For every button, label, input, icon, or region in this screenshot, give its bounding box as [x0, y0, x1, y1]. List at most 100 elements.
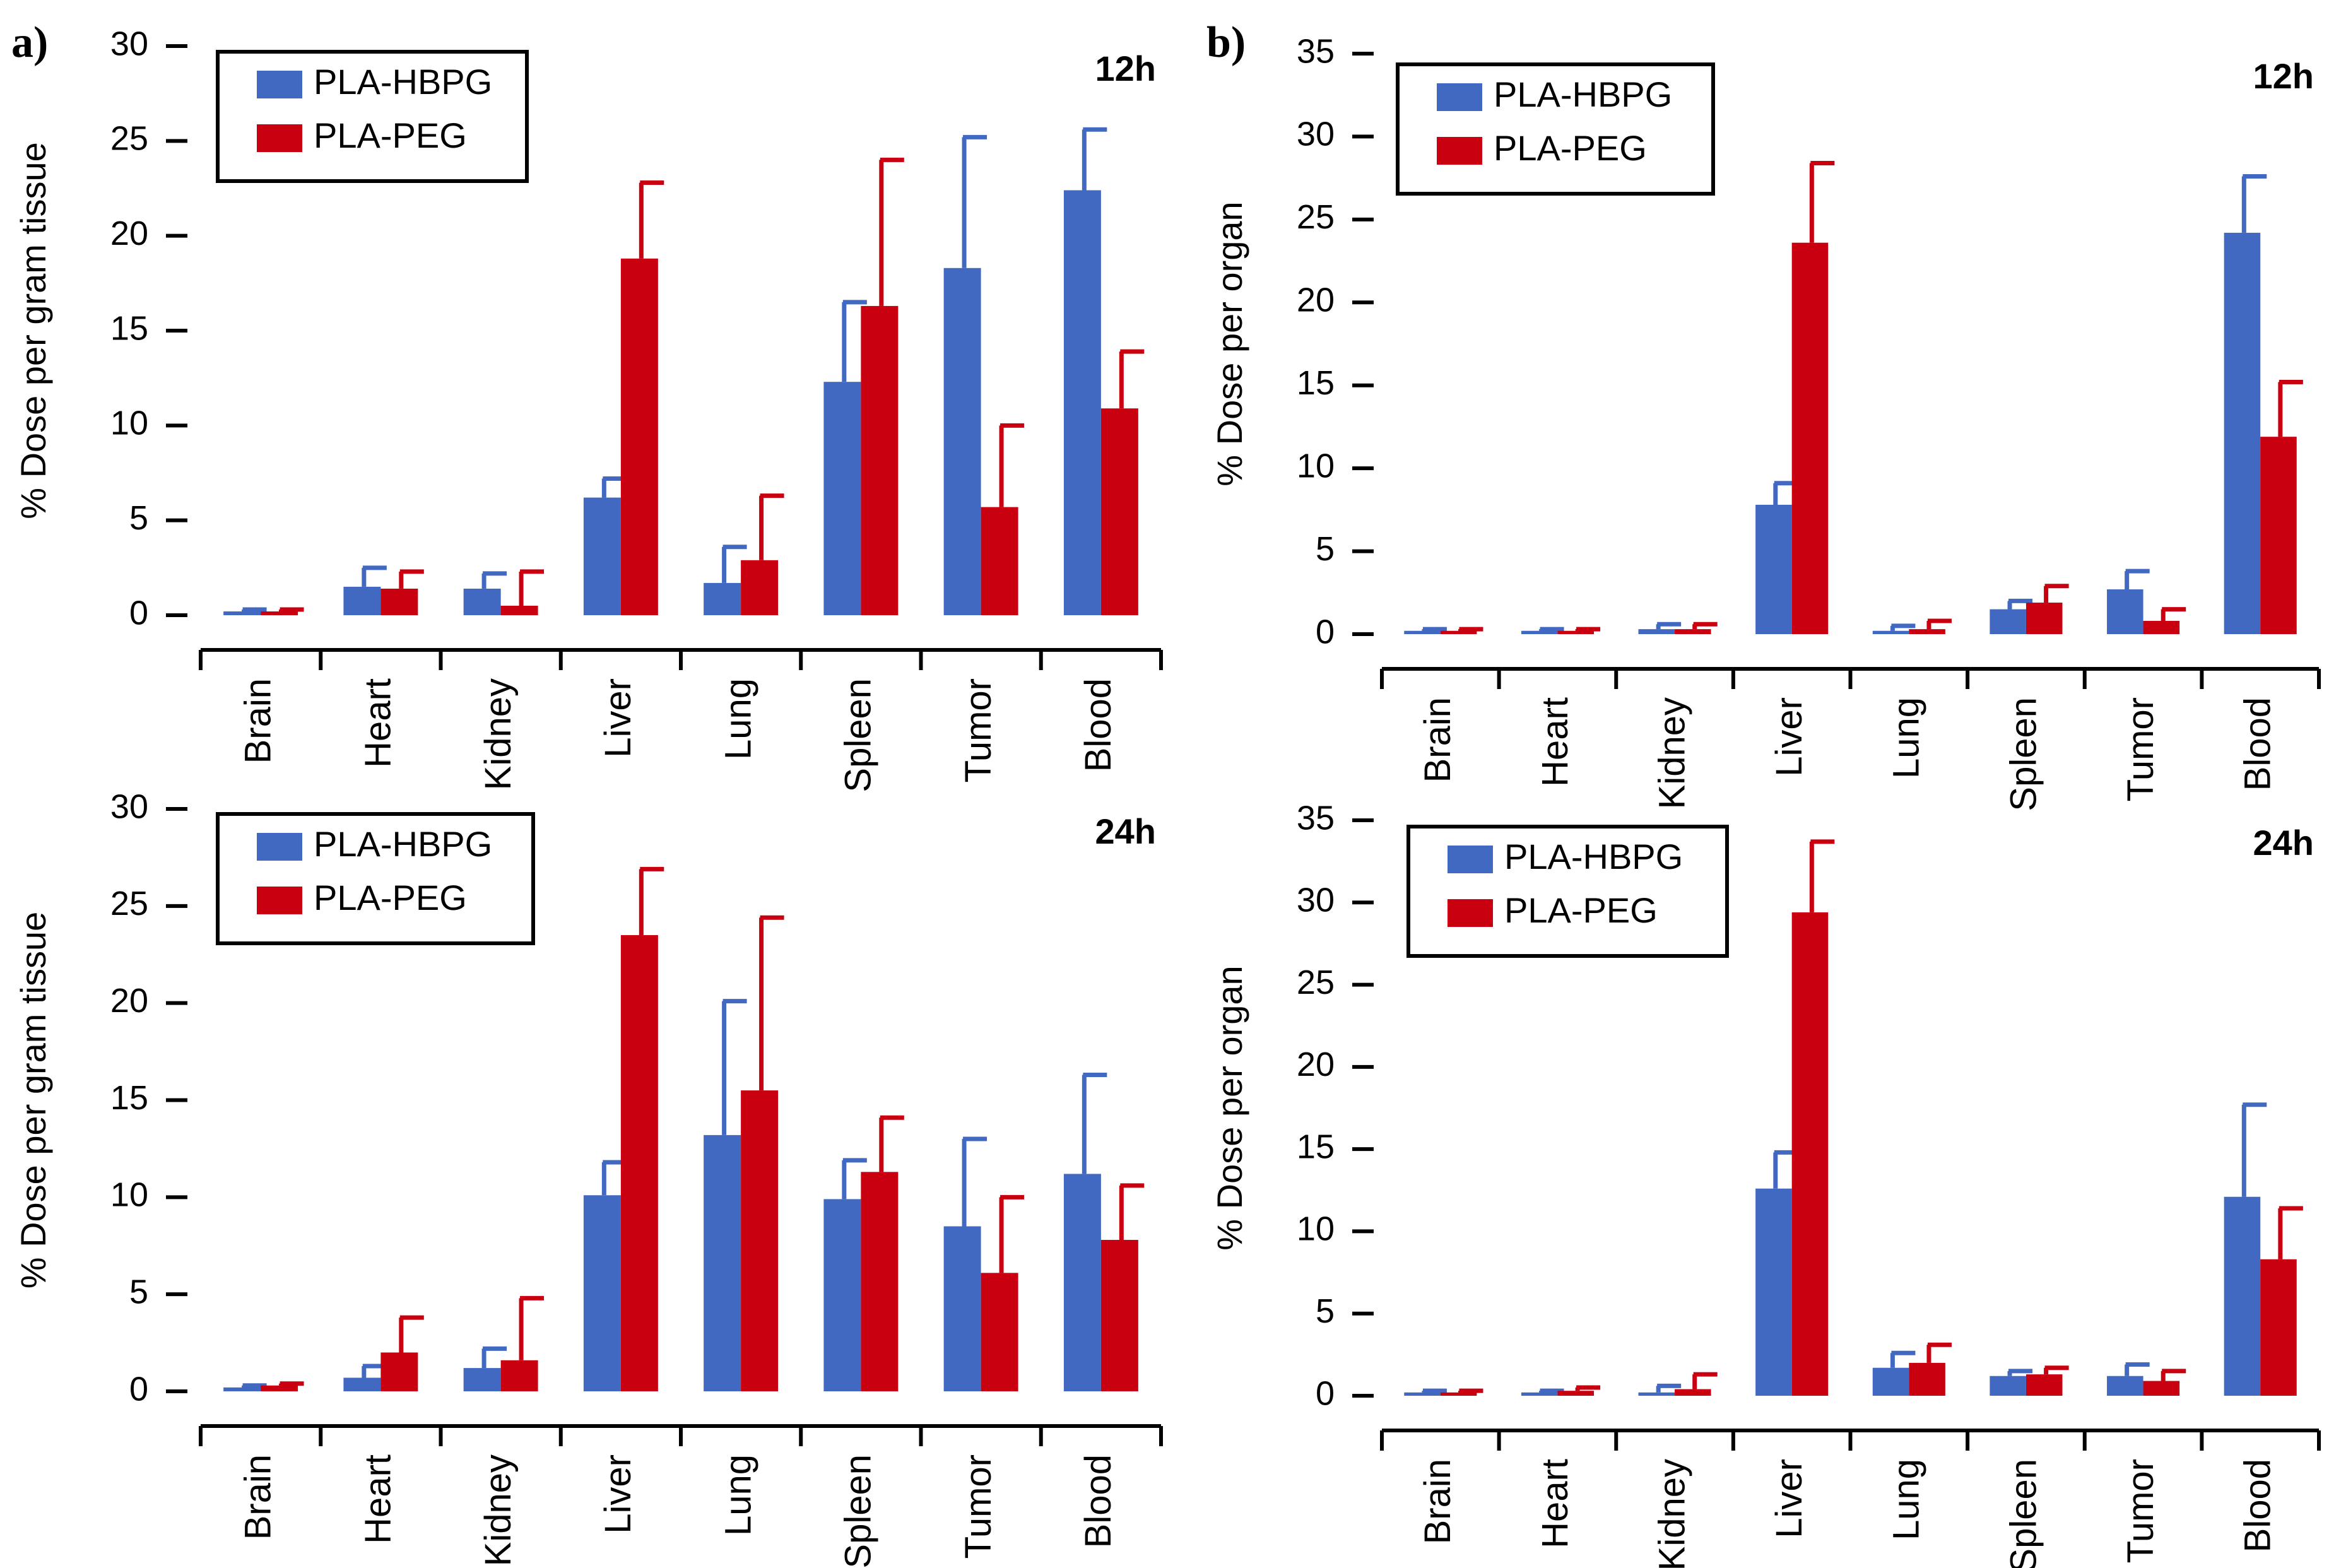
x-tick-label-tumor: Tumor [2120, 1459, 2161, 1563]
bar-pla-hbpg-kidney [1638, 629, 1675, 634]
y-tick-label: 30 [1297, 115, 1335, 153]
chart-0: 0 5 10 15 20 25 30 % Dose per gram tissue Brain H… [13, 25, 1163, 793]
y-tick-label: 25 [1297, 198, 1335, 236]
legend-swatch-pla-hbpg [257, 833, 302, 861]
time-label: 12h [1095, 49, 1157, 88]
y-tick-label: 5 [1316, 530, 1335, 568]
y-tick-label: 0 [129, 594, 148, 632]
bar-pla-peg-spleen [861, 1172, 899, 1391]
legend-label-pla-peg: PLA-PEG [314, 115, 467, 155]
y-axis-label: % Dose per organ [1210, 201, 1249, 486]
bar-pla-hbpg-lung [704, 582, 741, 615]
y-tick-label: 0 [1316, 1374, 1335, 1412]
bar-pla-hbpg-brain [1404, 1392, 1441, 1396]
bar-pla-peg-blood [1100, 1240, 1138, 1391]
bar-pla-hbpg-blood [1063, 190, 1101, 615]
chart-2: 0 5 10 15 20 25 30 % Dose per gram tissue Brain H… [13, 787, 1163, 1568]
x-tick-label-tumor: Tumor [958, 1454, 999, 1559]
y-tick-label: 35 [1297, 32, 1335, 70]
bar-pla-peg-kidney [500, 605, 538, 615]
bar-pla-peg-kidney [500, 1360, 538, 1391]
x-tick-label-heart: Heart [358, 678, 399, 768]
bar-pla-peg-blood [2260, 437, 2297, 634]
y-tick-label: 5 [129, 499, 148, 537]
x-tick-label-lung: Lung [717, 678, 758, 760]
bar-pla-peg-spleen [2026, 1374, 2063, 1396]
x-tick-label-liver: Liver [598, 678, 639, 758]
x-tick-label-spleen: Spleen [838, 1454, 879, 1568]
bar-pla-hbpg-tumor [2107, 1376, 2143, 1396]
bar-pla-peg-heart [1557, 1391, 1594, 1396]
bar-pla-hbpg-spleen [1990, 1376, 2026, 1396]
legend-swatch-pla-hbpg [257, 71, 302, 98]
bar-pla-peg-liver [620, 934, 658, 1391]
y-tick-label: 0 [1316, 613, 1335, 651]
x-tick-label-heart: Heart [358, 1454, 399, 1544]
x-tick-label-kidney: Kidney [478, 1454, 519, 1566]
bar-pla-peg-tumor [981, 1273, 1018, 1391]
bar-pla-peg-tumor [2143, 620, 2180, 634]
bar-pla-peg-kidney [1675, 1389, 1711, 1396]
bar-pla-peg-heart [380, 588, 418, 615]
y-tick-label: 30 [110, 25, 148, 62]
y-tick-label: 20 [110, 215, 148, 252]
y-tick-label: 0 [129, 1370, 148, 1408]
bar-pla-peg-kidney [1675, 629, 1711, 634]
bar-pla-peg-liver [620, 258, 658, 615]
bar-pla-hbpg-spleen [823, 382, 861, 615]
x-tick-label-tumor: Tumor [958, 678, 999, 782]
y-tick-label: 5 [129, 1273, 148, 1311]
bar-pla-hbpg-heart [343, 586, 381, 615]
legend-label-pla-hbpg: PLA-HBPG [1504, 837, 1683, 876]
bar-pla-hbpg-lung [704, 1135, 741, 1391]
y-axis-label: % Dose per gram tissue [13, 912, 53, 1289]
bar-pla-hbpg-brain [1404, 630, 1441, 634]
bar-pla-hbpg-blood [2224, 1196, 2261, 1396]
x-tick-label-brain: Brain [237, 678, 278, 763]
x-tick-label-spleen: Spleen [2003, 697, 2044, 811]
x-tick-label-brain: Brain [1417, 1459, 1458, 1544]
y-tick-label: 10 [1297, 1210, 1335, 1248]
bar-pla-peg-liver [1791, 912, 1829, 1396]
bar-pla-hbpg-kidney [463, 588, 501, 615]
legend-swatch-pla-peg [257, 124, 302, 152]
bar-pla-hbpg-kidney [1638, 1392, 1675, 1396]
y-tick-label: 15 [1297, 1128, 1335, 1165]
legend-label-pla-hbpg: PLA-HBPG [314, 62, 492, 102]
chart-3: 0 5 10 15 20 25 30 35 % Dose per organ Brain Heart… [1210, 799, 2321, 1568]
y-tick-label: 20 [1297, 1046, 1335, 1083]
y-tick-label: 20 [110, 982, 148, 1020]
bar-pla-hbpg-kidney [463, 1368, 501, 1391]
bar-pla-peg-blood [2260, 1259, 2297, 1396]
x-tick-label-brain: Brain [237, 1454, 278, 1540]
bar-pla-hbpg-liver [583, 1195, 621, 1391]
y-tick-label: 30 [110, 787, 148, 825]
x-tick-label-heart: Heart [1535, 1459, 1576, 1548]
y-tick-label: 25 [110, 885, 148, 923]
y-tick-label: 25 [1297, 964, 1335, 1001]
bar-pla-peg-blood [1100, 408, 1138, 615]
x-tick-label-kidney: Kidney [478, 678, 519, 790]
x-tick-label-lung: Lung [717, 1454, 758, 1536]
bar-pla-hbpg-brain [223, 1387, 261, 1391]
legend-swatch-pla-hbpg [1448, 846, 1493, 873]
legend-swatch-pla-hbpg [1437, 83, 1482, 111]
panel-letter-b: b) [1206, 18, 1246, 67]
bar-pla-hbpg-spleen [1990, 609, 2026, 634]
x-tick-label-lung: Lung [1886, 1459, 1927, 1540]
x-tick-label-liver: Liver [1769, 697, 1810, 777]
x-tick-label-kidney: Kidney [1651, 1459, 1692, 1568]
bar-pla-hbpg-heart [1521, 1392, 1558, 1396]
bar-pla-hbpg-tumor [2107, 589, 2143, 634]
x-tick-label-lung: Lung [1886, 697, 1927, 779]
x-tick-label-brain: Brain [1417, 697, 1458, 782]
x-tick-label-tumor: Tumor [2120, 697, 2161, 801]
y-tick-label: 20 [1297, 281, 1335, 319]
bar-pla-peg-lung [741, 560, 779, 615]
bar-pla-hbpg-blood [1063, 1174, 1101, 1391]
bar-pla-hbpg-liver [1755, 504, 1792, 634]
legend-label-pla-hbpg: PLA-HBPG [314, 824, 492, 864]
y-tick-label: 10 [1297, 447, 1335, 485]
bar-pla-peg-brain [1440, 1392, 1477, 1396]
